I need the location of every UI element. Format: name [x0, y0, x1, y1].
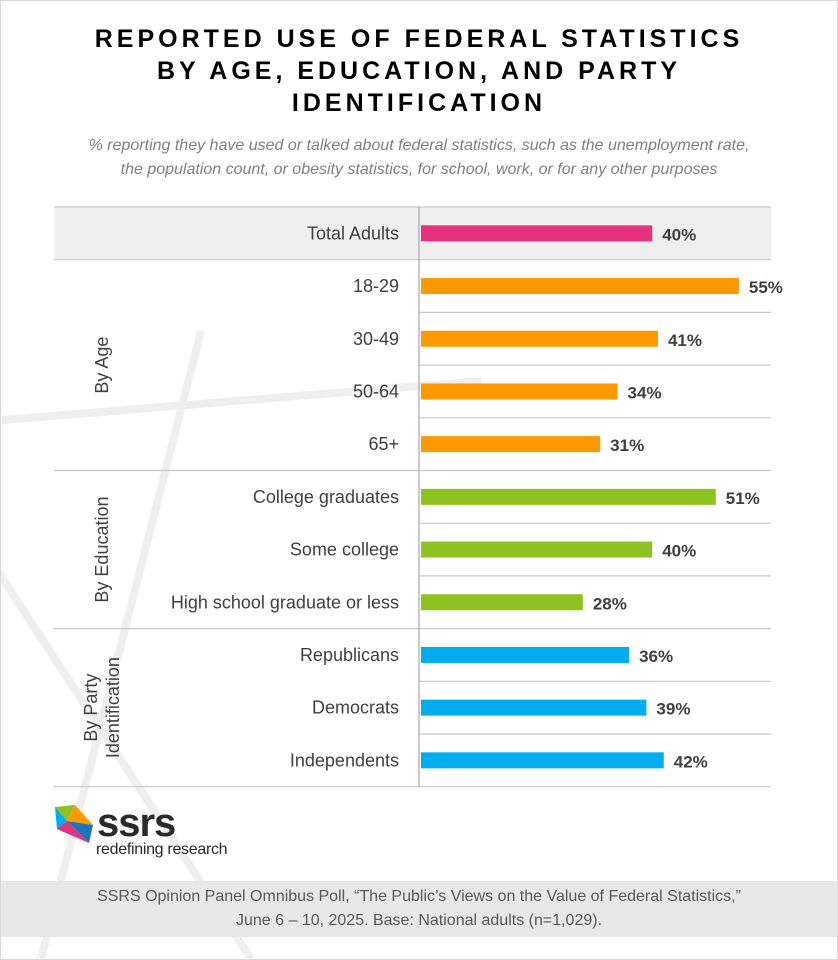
data-label: 39% — [656, 700, 690, 719]
subtitle-line-1: % reporting they have used or talked abo… — [88, 137, 750, 154]
data-label: 34% — [628, 383, 662, 402]
data-label: 40% — [662, 542, 696, 561]
bar — [421, 436, 601, 453]
data-label: 51% — [726, 489, 760, 508]
category-label: High school graduate or less — [171, 592, 399, 612]
logo-tagline: redefining research — [96, 841, 228, 858]
category-label: Total Adults — [307, 223, 399, 243]
data-label: 31% — [610, 436, 644, 455]
category-label: College graduates — [253, 487, 399, 507]
data-label: 40% — [662, 225, 696, 244]
bar — [421, 699, 647, 716]
group-label: By Age — [92, 337, 112, 394]
chart-subtitle: % reporting they have used or talked abo… — [21, 134, 817, 182]
bar-chart: Total Adults 40% 18-29 55% 30-49 41% 50-64 34% 6… — [54, 206, 783, 788]
category-label: 18-29 — [353, 276, 399, 296]
title-line-1: REPORTED USE OF FEDERAL STATISTICS — [94, 25, 744, 53]
group-label: By Party Identification — [81, 657, 123, 758]
footer-line-1: SSRS Opinion Panel Omnibus Poll, “The Pu… — [97, 888, 741, 905]
footer-line-2: June 6 – 10, 2025. Base: National adults… — [235, 912, 603, 929]
bar — [421, 646, 630, 663]
subtitle-line-2: the population count, or obesity statist… — [120, 161, 718, 178]
category-label: Democrats — [312, 698, 399, 718]
title-line-3: IDENTIFICATION — [291, 89, 547, 117]
data-label: 42% — [674, 752, 708, 771]
bar — [421, 752, 664, 769]
bar — [421, 541, 653, 558]
category-label: 30-49 — [353, 329, 399, 349]
category-label: Independents — [290, 750, 399, 770]
category-label: Republicans — [300, 645, 399, 665]
ssrs-logo: ssrs redefining research — [53, 801, 253, 863]
group-label: By Education — [92, 497, 112, 603]
bar — [421, 330, 658, 347]
chart-title: REPORTED USE OF FEDERAL STATISTICS BY AG… — [1, 23, 837, 119]
category-label: 65+ — [368, 434, 399, 454]
data-label: 41% — [668, 331, 702, 350]
bar — [421, 488, 716, 505]
category-label: 50-64 — [353, 381, 399, 401]
bar — [421, 278, 739, 295]
bar — [421, 383, 618, 400]
data-label: 36% — [639, 647, 673, 666]
data-label: 55% — [749, 278, 783, 297]
data-label: 28% — [593, 594, 627, 613]
source-footer: SSRS Opinion Panel Omnibus Poll, “The Pu… — [1, 881, 837, 937]
bar — [421, 225, 653, 242]
ssrs-logo-mark-icon — [55, 805, 93, 843]
title-line-2: BY AGE, EDUCATION, AND PARTY — [156, 57, 682, 85]
category-label: Some college — [290, 540, 399, 560]
logo-wordmark: ssrs — [97, 801, 176, 845]
bar — [421, 594, 583, 611]
